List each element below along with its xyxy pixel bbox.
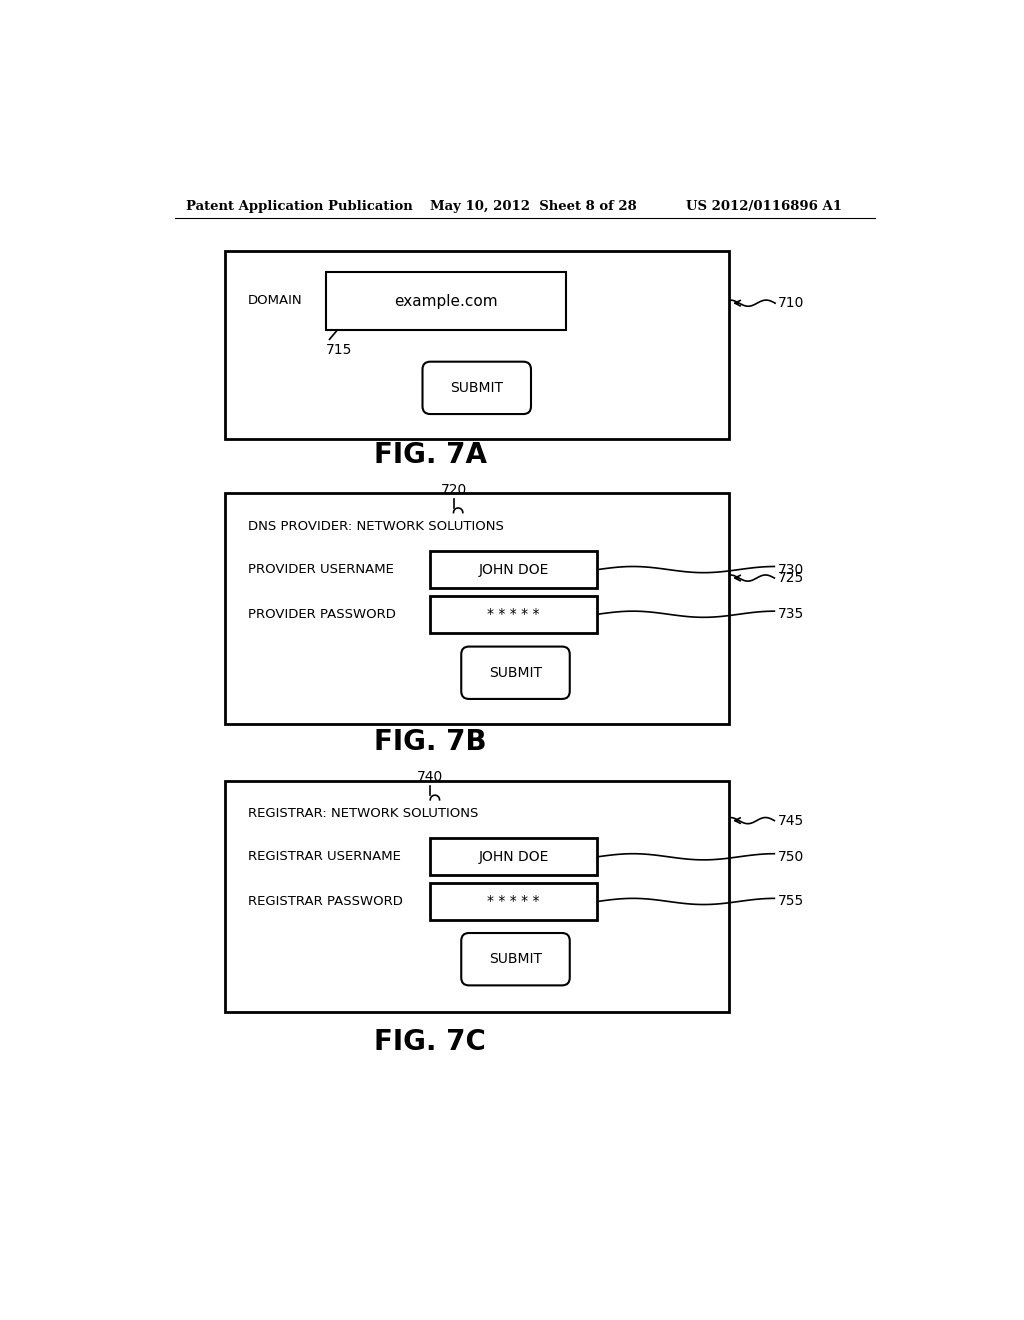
Text: US 2012/0116896 A1: US 2012/0116896 A1: [686, 199, 842, 213]
Text: DOMAIN: DOMAIN: [248, 294, 303, 308]
Text: REGISTRAR: NETWORK SOLUTIONS: REGISTRAR: NETWORK SOLUTIONS: [248, 807, 478, 820]
FancyBboxPatch shape: [461, 933, 569, 985]
Text: 715: 715: [326, 343, 352, 358]
Bar: [430, 552, 597, 589]
Bar: [430, 595, 597, 632]
Bar: [225, 780, 729, 1011]
Text: 725: 725: [777, 572, 804, 585]
Text: PROVIDER PASSWORD: PROVIDER PASSWORD: [248, 607, 396, 620]
Text: PROVIDER USERNAME: PROVIDER USERNAME: [248, 564, 394, 576]
Text: 710: 710: [777, 296, 804, 310]
Text: REGISTRAR USERNAME: REGISTRAR USERNAME: [248, 850, 401, 863]
Bar: [225, 251, 729, 440]
Text: * * * * *: * * * * *: [487, 895, 540, 908]
FancyBboxPatch shape: [423, 362, 531, 414]
Text: SUBMIT: SUBMIT: [489, 952, 542, 966]
Text: SUBMIT: SUBMIT: [451, 381, 503, 395]
Text: FIG. 7A: FIG. 7A: [374, 441, 486, 469]
Text: 730: 730: [777, 562, 804, 577]
Text: May 10, 2012  Sheet 8 of 28: May 10, 2012 Sheet 8 of 28: [430, 199, 637, 213]
Bar: [430, 838, 597, 875]
Text: 755: 755: [777, 895, 804, 908]
Text: 720: 720: [440, 483, 467, 498]
Text: 750: 750: [777, 850, 804, 863]
Text: example.com: example.com: [394, 294, 498, 309]
Text: SUBMIT: SUBMIT: [489, 665, 542, 680]
Bar: [430, 883, 597, 920]
Text: * * * * *: * * * * *: [487, 607, 540, 622]
Text: Patent Application Publication: Patent Application Publication: [186, 199, 413, 213]
Text: JOHN DOE: JOHN DOE: [478, 562, 549, 577]
Text: FIG. 7C: FIG. 7C: [375, 1028, 486, 1056]
Bar: [326, 272, 566, 330]
Text: DNS PROVIDER: NETWORK SOLUTIONS: DNS PROVIDER: NETWORK SOLUTIONS: [248, 520, 504, 533]
Text: 735: 735: [777, 607, 804, 622]
FancyBboxPatch shape: [461, 647, 569, 700]
Text: REGISTRAR PASSWORD: REGISTRAR PASSWORD: [248, 895, 403, 908]
Text: 745: 745: [777, 813, 804, 828]
Text: JOHN DOE: JOHN DOE: [478, 850, 549, 863]
Bar: [225, 494, 729, 725]
Text: 740: 740: [417, 771, 443, 784]
Text: FIG. 7B: FIG. 7B: [374, 729, 486, 756]
